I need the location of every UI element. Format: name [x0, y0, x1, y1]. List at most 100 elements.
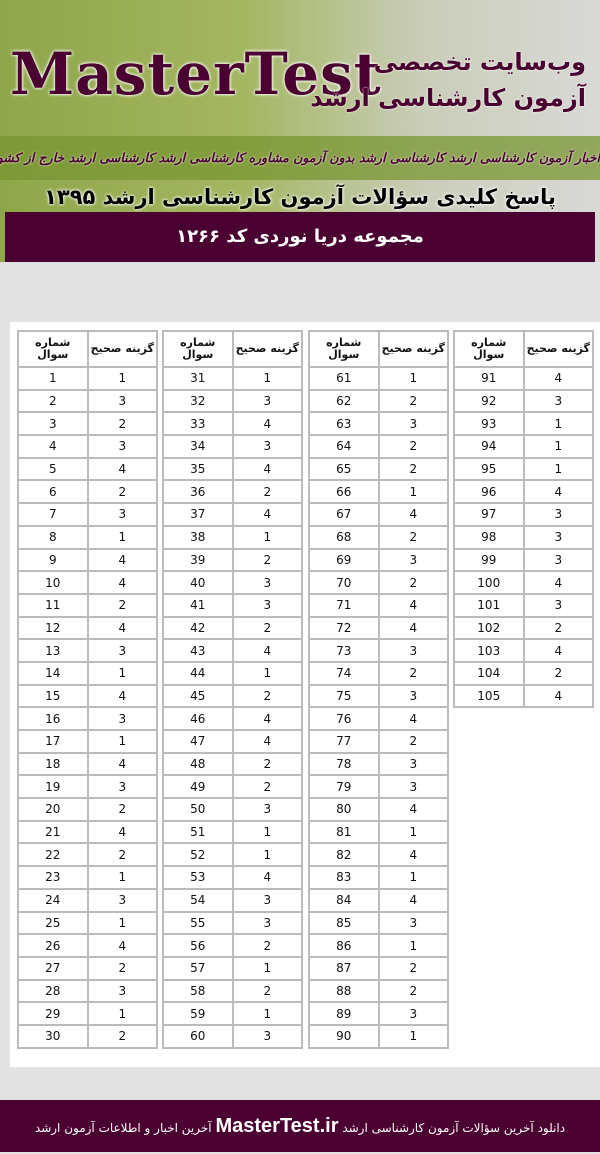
- correct-answer: 3: [377, 751, 450, 777]
- table-row: 63 3: [308, 411, 450, 437]
- table-row: 93 1: [453, 411, 595, 437]
- table-row: 67 4: [308, 502, 450, 527]
- correct-answer: 2: [377, 524, 450, 550]
- question-number: 22: [17, 842, 89, 868]
- question-number: 45: [162, 683, 234, 709]
- correct-answer: 3: [522, 502, 595, 527]
- footer-site-link[interactable]: MasterTest.ir: [215, 1115, 339, 1137]
- question-number: 29: [17, 1001, 89, 1026]
- table-row: 20 2: [17, 797, 159, 822]
- question-number: 16: [17, 706, 89, 731]
- answer-key-card: شماره سوال گزینه صحیح 1 1 2 3 3 2 4 3 5 4 6 2 7 3 8 1 9 4 10…: [10, 322, 600, 1067]
- correct-answer: 3: [377, 547, 450, 573]
- question-number: 49: [162, 774, 234, 800]
- correct-answer: 3: [231, 797, 304, 822]
- question-number: 10: [17, 570, 89, 595]
- table-row: 84 4: [308, 887, 450, 913]
- question-number: 61: [308, 366, 380, 391]
- correct-answer: 1: [231, 955, 304, 981]
- correct-answer: 1: [86, 524, 159, 550]
- tagline: وب‌سایت تخصصی: [373, 48, 586, 76]
- table-row: 26 4: [17, 933, 159, 958]
- news-links-bar[interactable]: اخبار آزمون کارشناسی ارشد کارشناسی ارشد …: [0, 136, 600, 180]
- table-row: 103 4: [453, 638, 595, 663]
- header-question: شماره سوال: [17, 330, 89, 368]
- correct-answer: 3: [522, 388, 595, 414]
- question-number: 47: [162, 729, 234, 754]
- question-number: 88: [308, 978, 380, 1004]
- correct-answer: 2: [231, 774, 304, 800]
- table-row: 81 1: [308, 819, 450, 845]
- correct-answer: 4: [231, 638, 304, 663]
- correct-answer: 4: [522, 570, 595, 595]
- correct-answer: 2: [377, 955, 450, 981]
- table-row: 73 3: [308, 638, 450, 663]
- question-number: 102: [453, 615, 525, 641]
- correct-answer: 3: [231, 887, 304, 913]
- table-row: 87 2: [308, 955, 450, 981]
- question-number: 37: [162, 502, 234, 527]
- correct-answer: 1: [231, 842, 304, 868]
- correct-answer: 4: [522, 683, 595, 709]
- question-number: 46: [162, 706, 234, 731]
- question-number: 62: [308, 388, 380, 414]
- question-number: 75: [308, 683, 380, 709]
- correct-answer: 4: [522, 366, 595, 391]
- correct-answer: 4: [377, 887, 450, 913]
- question-number: 81: [308, 819, 380, 845]
- correct-answer: 3: [86, 502, 159, 527]
- correct-answer: 1: [231, 366, 304, 391]
- question-number: 94: [453, 434, 525, 459]
- question-number: 79: [308, 774, 380, 800]
- table-row: 90 1: [308, 1023, 450, 1049]
- question-number: 89: [308, 1001, 380, 1026]
- table-row: 41 3: [162, 592, 304, 618]
- table-row: 89 3: [308, 1001, 450, 1026]
- table-row: 98 3: [453, 524, 595, 550]
- table-row: 27 2: [17, 955, 159, 981]
- correct-answer: 2: [522, 615, 595, 641]
- tagline: آزمون کارشناسی ارشد: [310, 84, 586, 112]
- table-row: 53 4: [162, 865, 304, 890]
- header-answer: گزینه صحیح: [522, 330, 595, 368]
- correct-answer: 3: [231, 434, 304, 459]
- table-row: 22 2: [17, 842, 159, 868]
- question-number: 21: [17, 819, 89, 845]
- question-number: 57: [162, 955, 234, 981]
- correct-answer: 1: [522, 411, 595, 437]
- site-logo[interactable]: MasterTest: [10, 40, 382, 108]
- table-row: 55 3: [162, 910, 304, 936]
- correct-answer: 2: [377, 434, 450, 459]
- correct-answer: 1: [377, 1023, 450, 1049]
- question-number: 6: [17, 479, 89, 505]
- correct-answer: 2: [231, 751, 304, 777]
- table-row: 97 3: [453, 502, 595, 527]
- question-number: 99: [453, 547, 525, 573]
- table-row: 17 1: [17, 729, 159, 754]
- table-row: 86 1: [308, 933, 450, 958]
- correct-answer: 3: [522, 524, 595, 550]
- table-row: 38 1: [162, 524, 304, 550]
- table-row: 94 1: [453, 434, 595, 459]
- correct-answer: 1: [86, 366, 159, 391]
- correct-answer: 2: [86, 955, 159, 981]
- correct-answer: 4: [377, 797, 450, 822]
- question-number: 78: [308, 751, 380, 777]
- table-row: 64 2: [308, 434, 450, 459]
- table-row: 16 3: [17, 706, 159, 731]
- table-row: 15 4: [17, 683, 159, 709]
- question-number: 66: [308, 479, 380, 505]
- correct-answer: 1: [86, 1001, 159, 1026]
- correct-answer: 2: [86, 1023, 159, 1049]
- table-row: 19 3: [17, 774, 159, 800]
- table-row: 99 3: [453, 547, 595, 573]
- correct-answer: 1: [231, 819, 304, 845]
- correct-answer: 1: [86, 729, 159, 754]
- correct-answer: 4: [86, 751, 159, 777]
- question-number: 93: [453, 411, 525, 437]
- table-row: 85 3: [308, 910, 450, 936]
- correct-answer: 1: [231, 660, 304, 686]
